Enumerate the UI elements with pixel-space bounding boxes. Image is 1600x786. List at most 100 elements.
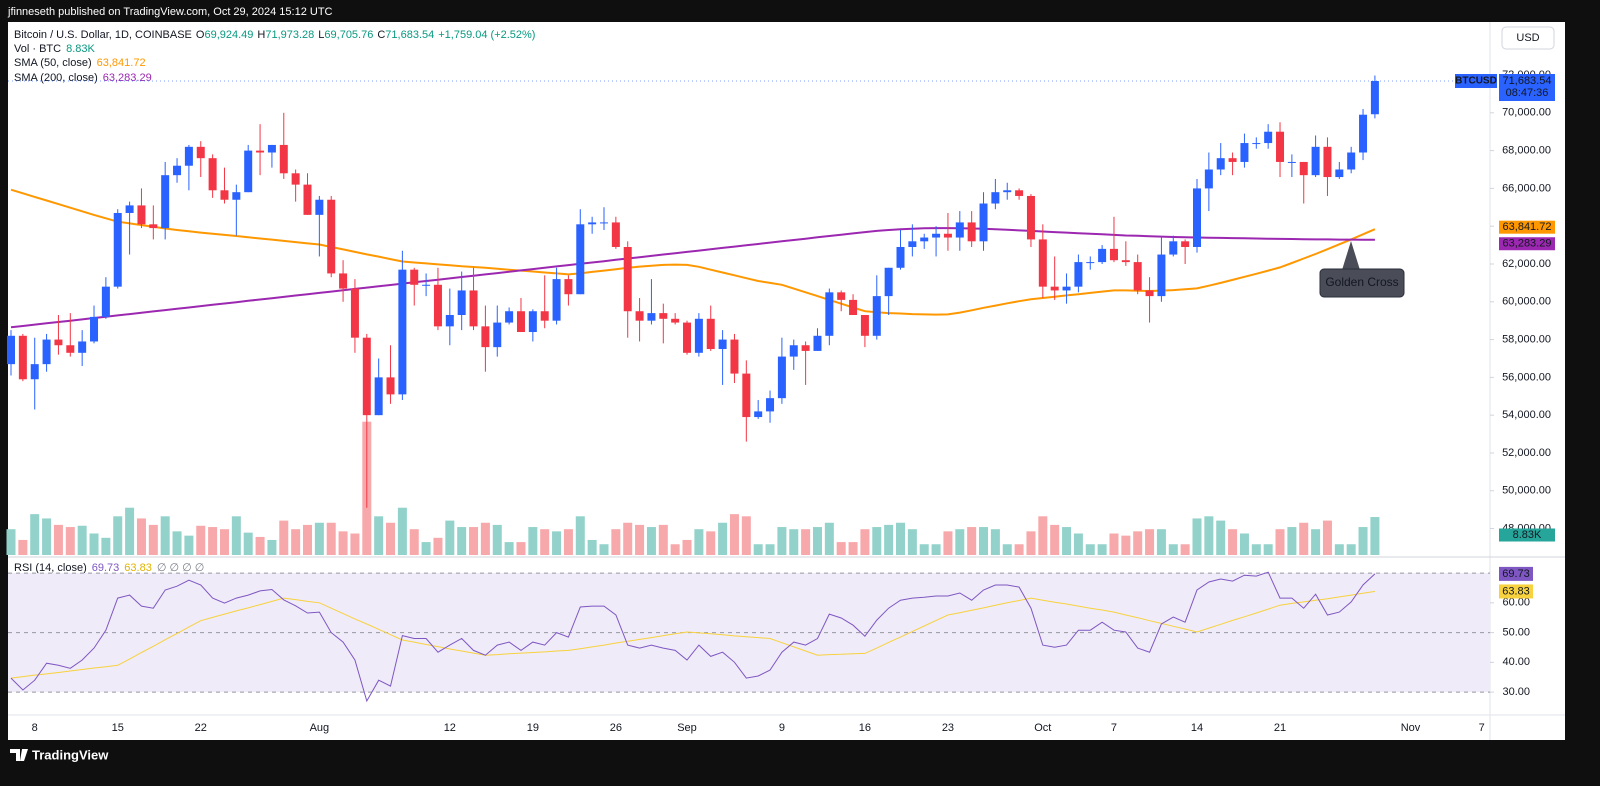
volume-bar <box>291 529 301 555</box>
candle-body <box>232 192 241 200</box>
volume-bar <box>1014 544 1024 555</box>
high-label: H <box>257 29 265 41</box>
candle-body <box>291 173 300 185</box>
volume-bar <box>919 544 929 555</box>
sma200-value: 63,283.29 <box>103 72 152 84</box>
volume-bar <box>1109 533 1119 555</box>
candle-body <box>1264 131 1273 144</box>
rsi-value: 69.73 <box>92 562 120 574</box>
volume-bar <box>1251 544 1261 555</box>
volume-bar <box>753 544 763 555</box>
candle-body <box>422 284 431 286</box>
candle-body <box>635 311 644 321</box>
candle-body <box>481 326 490 348</box>
sma50-name: SMA (50, close) <box>14 57 92 69</box>
y-tick-label: 68,000.00 <box>1502 145 1551 157</box>
candle-body <box>777 356 786 399</box>
candle-body <box>350 288 359 338</box>
candle-body <box>884 267 893 297</box>
volume-bar <box>670 544 680 555</box>
x-tick-label: Sep <box>677 722 697 734</box>
volume-bar <box>89 533 99 555</box>
volume-bar <box>397 507 407 555</box>
candle-body <box>386 377 395 395</box>
volume-bar <box>777 527 787 555</box>
candle-body <box>860 315 869 336</box>
volume-bar <box>18 539 28 555</box>
sma200-legend: SMA (200, close) 63,283.29 <box>14 72 152 84</box>
candle-body <box>137 205 146 225</box>
volume-bar <box>1026 531 1036 555</box>
volume-bar <box>789 529 799 555</box>
candle-body <box>564 279 573 295</box>
candle-body <box>279 144 288 174</box>
candle-body <box>932 233 941 238</box>
candle-body <box>303 184 312 215</box>
volume-bar <box>148 524 158 555</box>
volume-bar <box>1085 544 1095 555</box>
candle-body <box>920 237 929 242</box>
candle-body <box>173 165 182 176</box>
rsi-extra: ∅ ∅ ∅ ∅ <box>157 562 205 574</box>
candle-body <box>7 335 15 365</box>
candle-body <box>1015 190 1024 196</box>
x-tick-label: 23 <box>942 722 954 734</box>
volume-bar <box>30 514 40 555</box>
candle-body <box>623 246 632 312</box>
volume-bar <box>635 524 645 555</box>
candle-body <box>896 246 905 268</box>
volume-bar <box>1050 524 1060 555</box>
volume-bar <box>77 525 87 555</box>
rsi-tick-label: 60.00 <box>1502 597 1530 609</box>
candle-body <box>1050 286 1059 291</box>
volume-bar <box>563 529 573 555</box>
currency-box[interactable] <box>1501 26 1555 50</box>
x-tick-label: 26 <box>610 722 622 734</box>
candle-body <box>1109 248 1118 261</box>
volume-bar <box>611 529 621 555</box>
brand: TradingView <box>32 747 109 762</box>
candle-body <box>754 411 763 418</box>
candle-body <box>1121 260 1130 263</box>
candle-body <box>1228 158 1237 162</box>
candle-body <box>872 296 881 336</box>
candle-body <box>457 290 466 316</box>
rsi-label: 69.73 <box>1502 568 1530 580</box>
volume-bar <box>231 516 241 555</box>
volume-bar <box>1299 522 1309 555</box>
sma50-label-box <box>1499 220 1555 234</box>
volume-bar <box>184 535 194 555</box>
volume-bar <box>445 520 455 555</box>
volume-value: 8.83K <box>66 43 95 55</box>
volume-bar <box>979 527 989 555</box>
candle-body <box>1003 190 1012 193</box>
candle-body <box>588 222 597 225</box>
y-tick-label: 52,000.00 <box>1502 447 1551 459</box>
candle-body <box>1287 161 1296 163</box>
rsi-tick-label: 50.00 <box>1502 626 1530 638</box>
volume-bar <box>1216 520 1226 555</box>
candle-body <box>30 364 39 380</box>
candle-body <box>1240 143 1249 162</box>
candle-body <box>659 313 668 319</box>
volume-bar <box>6 529 16 555</box>
open-label: O <box>196 29 205 41</box>
candle-body <box>1359 114 1368 153</box>
volume-name: Vol · BTC <box>14 43 61 55</box>
y-tick-label: 66,000.00 <box>1502 182 1551 194</box>
x-tick-label: 22 <box>195 722 207 734</box>
candle-body <box>552 279 561 321</box>
open-value: 69,924.49 <box>204 29 253 41</box>
y-tick-label: 56,000.00 <box>1502 371 1551 383</box>
candle-body <box>327 199 336 274</box>
volume-bar <box>492 524 502 555</box>
currency[interactable]: USD <box>1516 32 1539 44</box>
volume-bar <box>1133 531 1143 555</box>
candle-body <box>611 222 620 247</box>
x-tick-label: 15 <box>112 722 124 734</box>
volume-bar <box>658 524 668 555</box>
candle-body <box>837 292 846 300</box>
annotation: Golden Cross <box>1325 275 1398 289</box>
volume-bar <box>409 529 419 555</box>
